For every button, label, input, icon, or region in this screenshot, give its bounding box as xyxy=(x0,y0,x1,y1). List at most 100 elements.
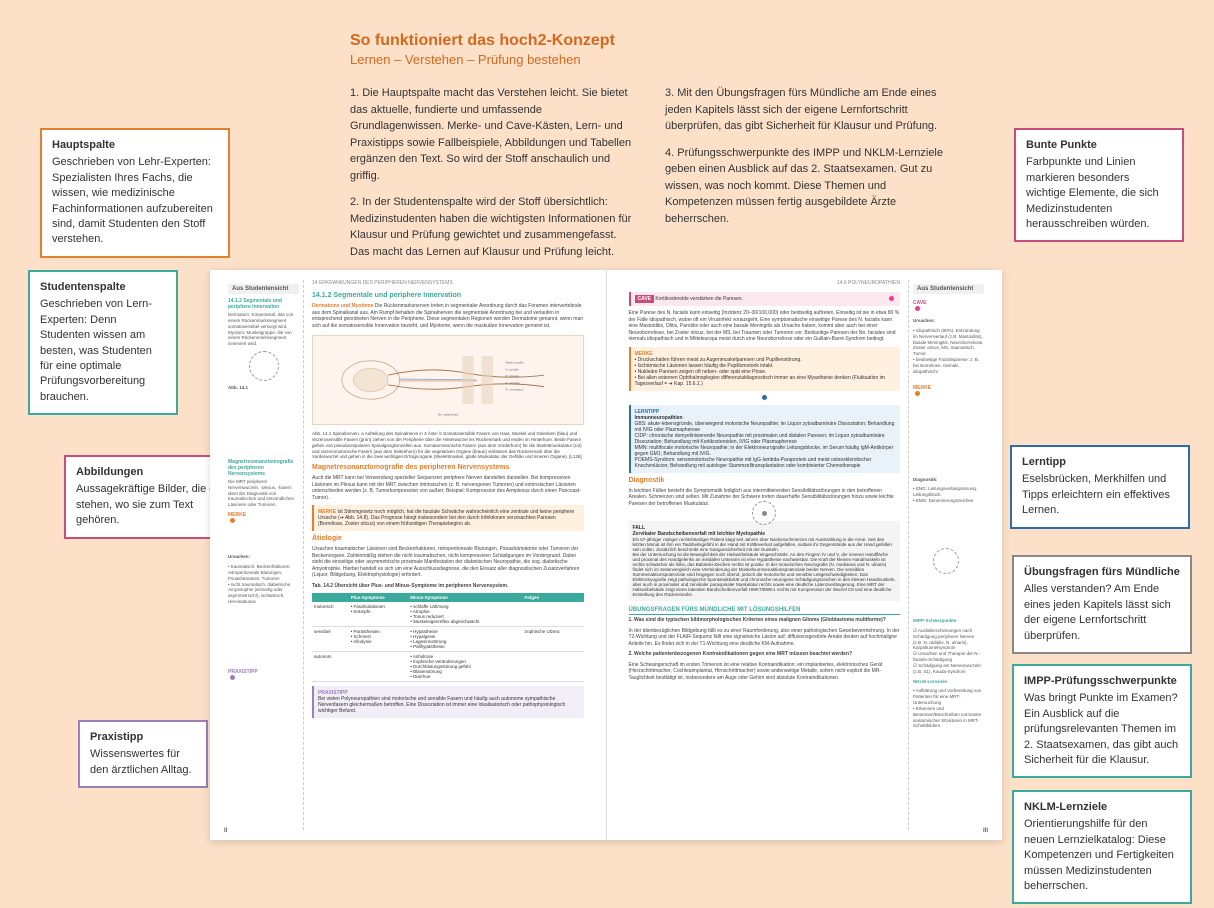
merke-text: Ist Stimmgesetz noch möglich, hat die fa… xyxy=(318,509,574,527)
praxis-text: Bei vielen Polyneuropathien sind motoris… xyxy=(318,696,565,714)
callout-text: Geschrieben von Lern-Experten: Denn Stud… xyxy=(40,297,166,405)
fall-text: Ein 67-jähriger rüstiger rechtshändiger … xyxy=(633,537,897,597)
dashed-circle-icon xyxy=(933,548,959,574)
student-column-right: Aus Studentensicht CAVE Ursachen: • Idio… xyxy=(908,280,988,830)
student-para: Dermatom: Körperareal, das von einem Rüc… xyxy=(228,312,299,347)
box-label: CAVE xyxy=(635,295,655,303)
td: • schlaffe Lähmung • Atrophie • Tonus re… xyxy=(408,602,522,627)
section-heading: 14.1.2 Segmentale und periphere Innervat… xyxy=(312,292,584,299)
intro-p1: 1. Die Hauptspalte macht das Verstehen l… xyxy=(350,85,635,184)
svg-text:Radix dorsalis: Radix dorsalis xyxy=(506,361,525,365)
student-heading: Ursachen: xyxy=(913,318,984,324)
student-para: • Aufklärung und Vorbereitung von Patien… xyxy=(913,688,984,729)
book-spread: Aus Studentensicht 14.1.2 Segmentale und… xyxy=(210,270,1002,840)
cave-box: CAVE Kortikosteroide verstärken die Pare… xyxy=(629,292,901,306)
td: • Anhidrose • trophische Veränderungen •… xyxy=(408,652,522,682)
svg-text:R. ventralis: R. ventralis xyxy=(506,381,521,385)
main-column-right: 14.6 Polyneuropathien CAVE Kortikosteroi… xyxy=(621,280,909,830)
callout-text: Alles verstanden? Am Ende eines jeden Ka… xyxy=(1024,582,1180,644)
td: • Parästhesien • Schmerz • Allodynie xyxy=(349,627,409,652)
lerntipp-box: LERNTIPP Immunneuropathien GBS: akute-le… xyxy=(629,405,901,473)
callout-praxistipp: Praxistipp Wissenswertes für den ärztlic… xyxy=(78,720,208,788)
section-heading: Ätiologie xyxy=(312,535,584,542)
callout-text: Eselsbrücken, Merkhilfen und Tipps erlei… xyxy=(1022,472,1178,518)
table-caption: Tab. 14.2 Übersicht über Plus- und Minus… xyxy=(312,583,584,590)
page-left: Aus Studentensicht 14.1.2 Segmentale und… xyxy=(210,270,607,840)
callout-title: Studentenspalte xyxy=(40,280,166,295)
student-para: • traumatisch: Beckenfrakturen, retroper… xyxy=(228,564,299,605)
section-heading: Diagnostik xyxy=(629,477,901,484)
concept-subtitle: Lernen – Verstehen – Prüfung bestehen xyxy=(350,52,950,67)
th: Folgen xyxy=(523,593,584,602)
student-para: ☑ Ausfallerscheinungen nach Schädigung p… xyxy=(913,628,984,675)
student-heading: Magnetresonanztomografie des peripheren … xyxy=(228,459,299,477)
question: 1. Was sind die typischen bildmorphologi… xyxy=(629,617,901,624)
td: trophische Ulzera xyxy=(523,627,584,652)
th: Plus-Symptome xyxy=(349,593,409,602)
praxistipp-box: PRAXISTIPP Bei vielen Polyneuropathien s… xyxy=(312,686,584,718)
merke-label: MERKE xyxy=(228,512,299,518)
callout-title: Hauptspalte xyxy=(52,138,218,153)
svg-text:Nn. splanchinici: Nn. splanchinici xyxy=(438,413,458,417)
td: autonom xyxy=(312,652,349,682)
callout-uebungsfragen: Übungsfragen fürs Mündliche Alles versta… xyxy=(1012,555,1192,654)
th xyxy=(312,593,349,602)
student-para: • ENG: Leitungsverlangsamung, Leitungsbl… xyxy=(913,486,984,504)
main-column-left: 14 Erkrankungen des peripheren Nervensys… xyxy=(304,280,592,830)
callout-buntepunkte: Bunte Punkte Farbpunkte und Linien marki… xyxy=(1014,128,1184,242)
student-para: • Idiopathisch (80%). Entzündung im Nerv… xyxy=(913,328,984,375)
intro-p3: 3. Mit den Übungsfragen fürs Mündliche a… xyxy=(665,85,950,135)
callout-impp: IMPP-Prüfungsschwerpunkte Was bringt Pun… xyxy=(1012,664,1192,778)
callout-hauptspalte: Hauptspalte Geschrieben von Lehr-Experte… xyxy=(40,128,230,258)
td: sensibel xyxy=(312,627,349,652)
merke-box: MERKE • Druckschäden führen meist zu Aug… xyxy=(629,347,901,391)
svg-text:R. dorsalis: R. dorsalis xyxy=(506,374,520,378)
callout-abbildungen: Abbildungen Aussagekräftige Bilder, die … xyxy=(64,455,234,539)
lerntipp-text: GBS: akute-lebensgründe, überwiegend mot… xyxy=(635,421,897,469)
td: • Hypästhesie • Hypalgesie • Lagesinnstö… xyxy=(408,627,522,652)
student-heading: Diagnostik: xyxy=(913,477,984,483)
nklm-heading: NKLM-Lernziele xyxy=(913,679,984,685)
callout-title: Lerntipp xyxy=(1022,455,1178,470)
callout-title: IMPP-Prüfungsschwerpunkte xyxy=(1024,674,1180,689)
student-heading: 14.1.2 Segmentale und periphere Innervat… xyxy=(228,298,299,310)
td xyxy=(523,652,584,682)
dot-icon xyxy=(915,391,920,396)
callout-text: Aussagekräftige Bilder, die da stehen, w… xyxy=(76,482,222,528)
body-para: Ursachen traumatischer Läsionen sind Bec… xyxy=(312,546,584,579)
student-column-left: Aus Studentensicht 14.1.2 Segmentale und… xyxy=(224,280,304,830)
callout-studentenspalte: Studentenspalte Geschrieben von Lern-Exp… xyxy=(28,270,178,415)
callout-text: Orientierungshilfe für den neuen Lernzie… xyxy=(1024,817,1180,894)
th: Minus-Symptome xyxy=(408,593,522,602)
td: • Faszikulationen • Krämpfe xyxy=(349,602,409,627)
callout-text: Wissenswertes für den ärztlichen Alltag. xyxy=(90,747,196,778)
answer: In der ätienbezüglichen Bildgebung fällt… xyxy=(629,628,901,648)
callout-title: Abbildungen xyxy=(76,465,222,480)
dot-icon xyxy=(762,395,767,400)
svg-text:N. spinalis: N. spinalis xyxy=(506,367,520,371)
intro-columns: 1. Die Hauptspalte macht das Verstehen l… xyxy=(350,85,950,270)
page-number: II xyxy=(224,828,227,834)
body-para: Eine Parese des N. facialis kann einseit… xyxy=(629,310,901,343)
box-label: MERKE xyxy=(635,351,653,357)
cave-text: Kortikosteroide verstärken die Paresen. xyxy=(655,296,743,302)
td xyxy=(349,652,409,682)
merke-box: MERKE Ist Stimmgesetz noch möglich, hat … xyxy=(312,505,584,531)
td: motorisch xyxy=(312,602,349,627)
symptom-table: Plus-SymptomeMinus-SymptomeFolgen motori… xyxy=(312,593,584,682)
abb-ref: Abb. 14.1 xyxy=(228,385,299,391)
callout-text: Was bringt Punkte im Examen? Ein Ausblic… xyxy=(1024,691,1180,768)
body-para: Auch die MRT kann bei Verwendung speziel… xyxy=(312,475,584,501)
dot-icon xyxy=(230,518,235,523)
header: So funktioniert das hoch2-Konzept Lernen… xyxy=(350,32,950,270)
page-number: III xyxy=(983,828,988,834)
concept-title: So funktioniert das hoch2-Konzept xyxy=(350,32,950,50)
intro-p2: 2. In der Studentenspalte wird der Stoff… xyxy=(350,194,635,260)
callout-title: Praxistipp xyxy=(90,730,196,745)
subheading: Dermatome und Myotome xyxy=(312,303,373,309)
callout-text: Farbpunkte und Linien markieren besonder… xyxy=(1026,155,1172,232)
box-label: LERNTIPP xyxy=(635,409,660,415)
aus-studentensicht: Aus Studentensicht xyxy=(913,284,984,294)
td xyxy=(523,602,584,627)
dot-icon xyxy=(230,675,235,680)
